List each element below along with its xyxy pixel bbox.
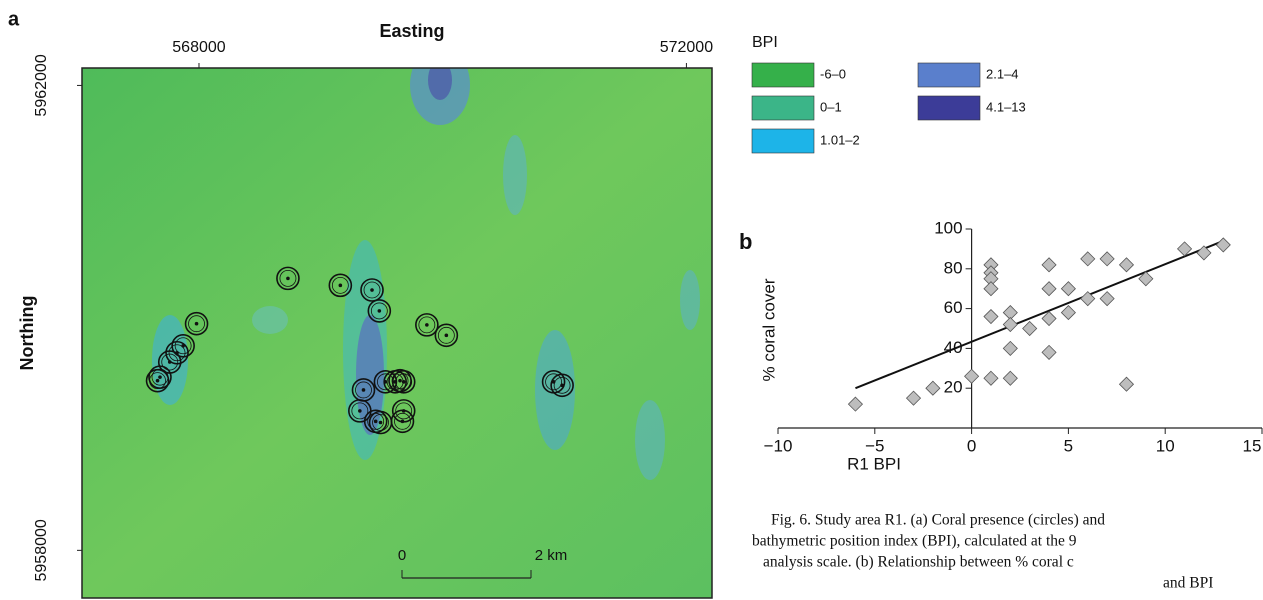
- y-tick-label: 60: [944, 298, 963, 317]
- scale-label: 0: [398, 547, 406, 564]
- point: [1100, 252, 1114, 266]
- point: [848, 397, 862, 411]
- point: [1003, 341, 1017, 355]
- point: [907, 391, 921, 405]
- y-tick-label: 5962000: [33, 54, 50, 116]
- coral-site: [277, 267, 299, 289]
- coral-site: [551, 374, 573, 396]
- point: [1216, 238, 1230, 252]
- point: [1119, 377, 1133, 391]
- x-tick-label: 15: [1243, 436, 1262, 455]
- point: [984, 371, 998, 385]
- x-tick-label: −10: [764, 436, 793, 455]
- point: [1042, 282, 1056, 296]
- point: [1197, 246, 1211, 260]
- legend-swatch: [918, 63, 980, 87]
- coral-site: [361, 279, 383, 301]
- y-axis-label: % coral cover: [759, 278, 778, 381]
- x-tick-label: 10: [1156, 436, 1175, 455]
- coral-site: [329, 274, 351, 296]
- panel-label: b: [739, 229, 752, 254]
- y-tick-label: 20: [944, 378, 963, 397]
- coral-site: [370, 411, 392, 433]
- x-axis-label: Easting: [379, 21, 444, 41]
- caption-line: bathymetric position index (BPI), calcul…: [752, 533, 1077, 550]
- point: [1081, 252, 1095, 266]
- caption-line: analysis scale. (b) Relationship between…: [763, 554, 1074, 571]
- coral-site: [391, 410, 413, 432]
- point: [1003, 318, 1017, 332]
- x-tick-label: −5: [865, 436, 884, 455]
- y-axis-label: Northing: [17, 296, 37, 371]
- panel-label: a: [8, 8, 20, 30]
- legend-label: 4.1–13: [986, 99, 1026, 114]
- y-tick-label: 80: [944, 258, 963, 277]
- coral-site: [368, 300, 390, 322]
- x-axis-label: R1 BPI: [847, 454, 901, 473]
- point: [1100, 292, 1114, 306]
- page: {"chart_data": [ {"type": "map", "panel_…: [0, 0, 1263, 600]
- coral-site: [349, 400, 371, 422]
- legend-label: 0–1: [820, 99, 842, 114]
- caption-line: Fig. 6. Study area R1. (a) Coral presenc…: [771, 512, 1105, 529]
- legend-swatch: [752, 63, 814, 87]
- coral-site: [435, 324, 457, 346]
- legend-swatch: [752, 129, 814, 153]
- trend-line: [855, 241, 1223, 388]
- point: [1003, 371, 1017, 385]
- y-tick-label: 100: [934, 218, 962, 237]
- legend-label: 2.1–4: [986, 66, 1019, 81]
- coral-site: [416, 314, 438, 336]
- coral-site: [393, 371, 415, 393]
- legend-swatch: [752, 96, 814, 120]
- point: [1061, 282, 1075, 296]
- map-background: [82, 45, 712, 598]
- coral-site: [147, 370, 169, 392]
- legend-title: BPI: [752, 34, 778, 51]
- x-tick-label: 572000: [660, 39, 713, 56]
- coral-site: [352, 379, 374, 401]
- caption-line: and BPI: [1163, 575, 1213, 592]
- scale-label: 2 km: [535, 547, 568, 564]
- legend-label: 1.01–2: [820, 132, 860, 147]
- point: [1023, 322, 1037, 336]
- point: [984, 310, 998, 324]
- point: [1061, 306, 1075, 320]
- point: [1042, 258, 1056, 272]
- point: [1119, 258, 1133, 272]
- figure: 0 2 km a Easting Northing BPI b R1 BPI %…: [0, 0, 1263, 600]
- point: [1042, 345, 1056, 359]
- legend-swatch: [918, 96, 980, 120]
- legend-label: -6–0: [820, 66, 846, 81]
- point: [984, 282, 998, 296]
- y-tick-label: 5958000: [33, 519, 50, 581]
- point: [965, 369, 979, 383]
- x-tick-label: 5: [1064, 436, 1073, 455]
- x-tick-label: 568000: [172, 39, 225, 56]
- point: [926, 381, 940, 395]
- x-tick-label: 0: [967, 436, 976, 455]
- coral-site: [186, 313, 208, 335]
